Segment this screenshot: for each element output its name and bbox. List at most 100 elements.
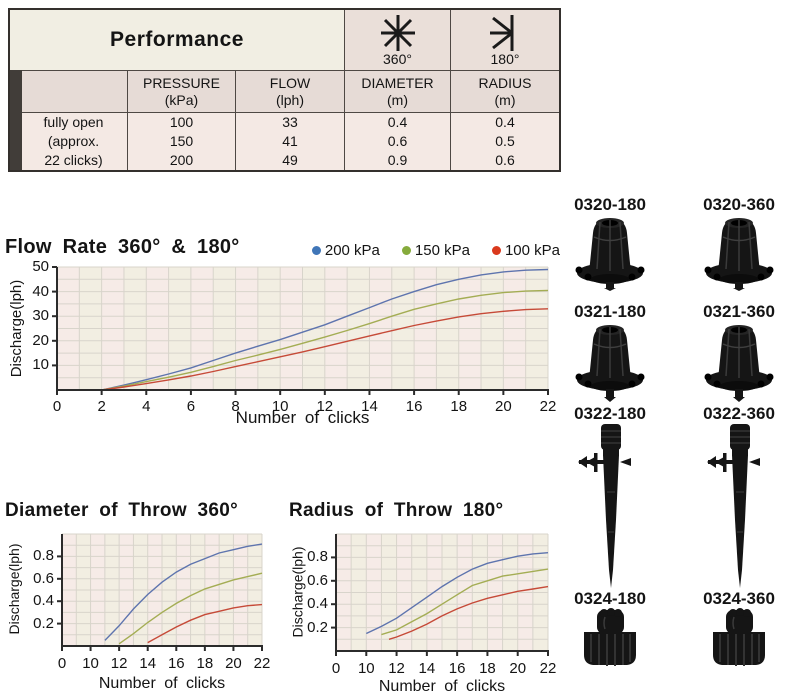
pressure-values-cell: 100 150 200: [127, 112, 235, 170]
product-label-0322-180: 0322-180: [574, 404, 646, 423]
product-label-0320-180: 0320-180: [574, 195, 646, 214]
stake-icon: [578, 424, 631, 588]
x-tick-label: 12: [316, 398, 334, 415]
chart-plot-radius: [331, 533, 549, 656]
table-title: Performance: [10, 10, 344, 70]
x-tick-label: 22: [539, 398, 557, 415]
product-image-0321-180: [564, 320, 656, 402]
series-150-kPa: [381, 568, 549, 636]
product-image-0322-360: [702, 422, 776, 594]
x-tick-label: 10: [357, 660, 375, 677]
x-axis-title: Number of clicks: [98, 675, 226, 692]
product-label-0322-360: 0322-360: [703, 404, 775, 423]
x-tick-label: 12: [110, 655, 128, 672]
spray-180-icon: [490, 15, 514, 51]
row-label-cell: fully open (approx. 22 clicks): [10, 112, 127, 170]
x-tick-label: 20: [509, 660, 527, 677]
x-axis-title: Number of clicks: [378, 678, 506, 695]
row-label-header-cell: [10, 70, 127, 112]
product-image-0322-180: [573, 422, 647, 594]
legend-dot: [401, 246, 411, 255]
product-label-0324-360: 0324-360: [703, 589, 775, 608]
diameter-header: DIAMETER: [361, 74, 434, 91]
legend-dot: [491, 246, 501, 255]
radius-header-cell: RADIUS (m): [450, 70, 559, 112]
x-tick-label: 16: [448, 660, 466, 677]
radius-value: 0.6: [495, 152, 515, 168]
x-tick-label: 10: [82, 655, 99, 672]
product-image-0324-360: [697, 607, 781, 667]
series-200-kPa: [366, 552, 549, 635]
x-tick-label: 2: [97, 398, 106, 415]
y-tick-label: 0.2: [33, 614, 54, 632]
product-image-0320-360: [693, 213, 785, 291]
flow-header: FLOW: [269, 74, 311, 91]
diameter-value: 0.6: [387, 133, 408, 149]
legend-dot: [311, 246, 321, 255]
x-tick-label: 18: [479, 660, 496, 677]
x-tick-label: 22: [539, 660, 557, 677]
x-tick-label: 18: [450, 398, 468, 415]
legend-label: 150 kPa: [414, 242, 470, 259]
table-left-accent-bar: [10, 70, 22, 170]
series-200-kPa: [101, 268, 549, 391]
x-tick-label: 16: [167, 655, 185, 672]
x-tick-label: 14: [361, 398, 378, 415]
y-tick-label: 50: [32, 258, 49, 275]
dripper-barb-icon: [575, 325, 645, 402]
cap-icon: [584, 608, 636, 666]
x-tick-label: 4: [142, 398, 151, 415]
x-tick-label: 14: [418, 660, 436, 677]
x-tick-label: 12: [388, 660, 405, 677]
chart-plot-flow: [52, 266, 549, 395]
pressure-value: 150: [169, 133, 194, 149]
flow-unit: (lph): [275, 91, 304, 108]
diameter-header-cell: DIAMETER (m): [344, 70, 450, 112]
chart-flow: Flow Rate 360° & 180° 200 kPa 150 kPa 100 k…: [0, 232, 560, 437]
y-tick-label: 0.2: [307, 618, 328, 636]
spray-360-label: 360°: [383, 51, 412, 67]
dripper-icon: [575, 218, 645, 291]
y-tick-label: 20: [32, 331, 49, 349]
y-tick-label: 0.4: [307, 595, 328, 613]
product-label-0321-360: 0321-360: [703, 302, 775, 321]
radius-unit: (m): [494, 91, 516, 108]
chart-radius: Radius of Throw 180° 0 10 12 14 16 18 20 22 0.2 0.…: [285, 498, 567, 695]
spray-180-label: 180°: [490, 51, 520, 67]
pressure-value: 200: [169, 152, 194, 168]
row-label-line: fully open: [43, 114, 104, 130]
y-tick-label: 0.4: [33, 592, 54, 610]
cap-icon: [713, 608, 765, 666]
spray-180-cell: 180°: [450, 10, 559, 70]
diameter-value: 0.4: [387, 114, 408, 130]
product-label-0324-180: 0324-180: [574, 589, 646, 608]
x-tick-label: 14: [139, 655, 157, 672]
chart-diameter: Diameter of Throw 360° 0 10 12 14 16 18 20 22 0.2…: [2, 498, 282, 694]
chart-title-diameter: Diameter of Throw 360°: [5, 500, 238, 521]
diameter-value: 0.9: [387, 152, 408, 168]
series-150-kPa: [101, 289, 549, 391]
legend-item: 100 kPa: [491, 242, 560, 259]
chart-legend: 200 kPa 150 kPa 100 kPa: [311, 242, 560, 259]
chart-title-flow: Flow Rate 360° & 180°: [5, 236, 240, 258]
x-tick-label: 22: [253, 655, 271, 672]
performance-table: Performance 360° 180°: [8, 8, 561, 172]
chart-title-radius: Radius of Throw 180°: [289, 500, 504, 521]
y-tick-label: 0.8: [307, 548, 328, 566]
dripper-barb-icon: [704, 325, 774, 402]
x-tick-label: 6: [186, 398, 196, 415]
x-tick-label: 16: [405, 398, 423, 415]
radius-values-cell: 0.4 0.5 0.6: [450, 112, 559, 170]
y-axis-title: Discharge(lph): [7, 279, 25, 377]
table-data-row: fully open (approx. 22 clicks) 100 150 2…: [10, 112, 559, 170]
series-200-kPa: [104, 543, 263, 641]
x-tick-label: 0: [57, 655, 67, 672]
table-column-header-row: PRESSURE (kPa) FLOW (lph) DIAMETER (m) R…: [10, 70, 559, 112]
radius-value: 0.5: [495, 133, 515, 149]
flow-value: 41: [282, 133, 298, 149]
x-tick-label: 0: [52, 398, 62, 415]
spray-360-icon: [380, 15, 415, 51]
flow-value: 49: [282, 152, 298, 168]
product-image-0324-180: [568, 607, 652, 667]
